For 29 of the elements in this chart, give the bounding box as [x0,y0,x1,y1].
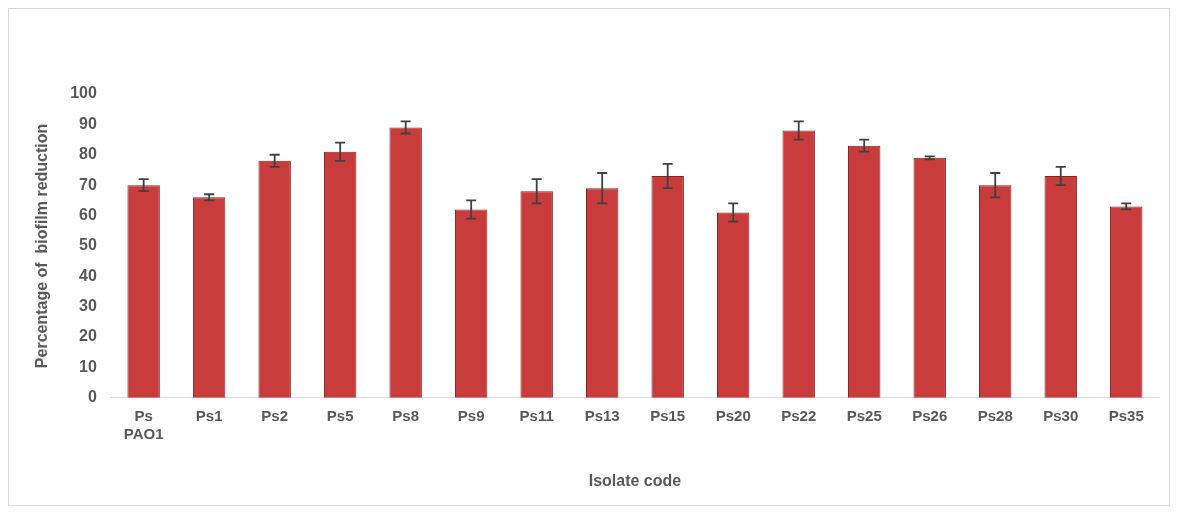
y-tick-label: 100 [70,84,97,102]
x-tick-label: Ps13 [584,406,620,424]
x-tick-label: Ps9 [457,406,485,424]
y-tick-label: 60 [79,205,97,223]
x-tick-label: Ps11 [519,406,554,424]
x-tick-label: Ps35 [1108,406,1144,424]
y-tick-label: 10 [79,357,97,375]
x-tick-label: Ps30 [1043,406,1079,424]
y-tick-label: 40 [79,266,97,284]
x-tick-label: Ps25 [846,406,882,424]
x-tick-label: Ps20 [715,406,751,424]
x-tick-label: Ps15 [650,406,686,424]
y-tick-label: 20 [79,327,97,345]
x-tick-label: Ps5 [326,406,354,424]
y-axis-title: Percentage of biofilm reduction [33,123,51,369]
y-tick-label: 70 [79,175,97,193]
x-tick-label: Ps2 [261,406,289,424]
y-tick-label: 0 [87,388,97,406]
y-tick-label: 30 [79,297,97,315]
x-tick-label: Ps8 [392,406,420,424]
x-tick-label: Ps26 [912,406,948,424]
y-tick-label: 90 [79,114,97,132]
y-tick-label: 50 [79,236,97,254]
x-tick-label: Ps22 [781,406,817,424]
x-tick-label: Ps28 [977,406,1013,424]
y-tick-label: 80 [79,145,97,163]
x-axis-title: Isolate code [588,471,682,489]
x-tick-label: Ps PAO1 [123,406,164,442]
x-tick-label: Ps1 [195,406,223,424]
